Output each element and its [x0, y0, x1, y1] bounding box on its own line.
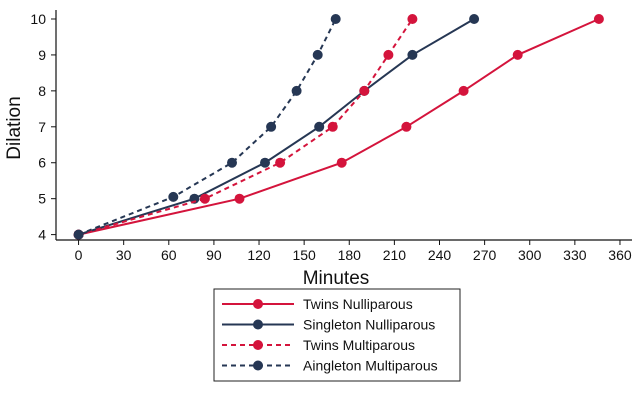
data-point	[469, 14, 480, 24]
legend-item: Twins Nulliparous	[222, 296, 413, 312]
x-tick-label: 150	[292, 247, 316, 263]
y-tick-label: 9	[38, 47, 46, 63]
series-3	[73, 14, 341, 240]
data-point	[189, 193, 200, 204]
legend-label: Singleton Nulliparous	[303, 317, 435, 333]
data-point	[314, 121, 325, 132]
axes: 0 30 60 90 120 150 180 210 240 270 300 330 360 4 5 6 7 8 9…	[30, 10, 632, 263]
x-tick-label: 120	[247, 247, 271, 263]
legend-label: Aingleton Multiparous	[303, 358, 438, 374]
legend-marker	[253, 319, 263, 330]
data-point	[168, 191, 179, 202]
y-tick-label: 4	[38, 227, 46, 243]
x-tick-label: 30	[116, 247, 132, 263]
data-point	[593, 14, 604, 24]
x-tick-label: 270	[473, 247, 497, 263]
data-point	[401, 121, 412, 132]
data-point	[266, 121, 277, 132]
data-point	[330, 14, 341, 24]
x-tick-label: 240	[428, 247, 452, 263]
data-point	[312, 49, 323, 60]
y-tick-label: 7	[38, 119, 46, 135]
data-point	[327, 121, 338, 132]
data-point	[336, 157, 347, 168]
x-tick-label: 210	[383, 247, 407, 263]
series-2	[73, 14, 418, 240]
y-tick-label: 5	[38, 191, 46, 207]
series-layer	[73, 14, 604, 240]
series-0	[73, 14, 604, 240]
legend-marker	[253, 299, 263, 309]
y-tick-label: 6	[38, 155, 46, 171]
y-axis-title: Dilation	[4, 96, 25, 159]
data-point	[359, 85, 370, 96]
data-point	[383, 49, 394, 60]
data-point	[275, 157, 286, 168]
x-tick-label: 300	[518, 247, 542, 263]
data-point	[199, 193, 210, 204]
series-1	[73, 14, 480, 240]
data-point	[407, 14, 418, 24]
legend-item: Singleton Nulliparous	[222, 317, 435, 333]
x-tick-label: 330	[563, 247, 587, 263]
x-axis-title: Minutes	[303, 268, 370, 289]
data-point	[260, 157, 270, 168]
legend-marker	[253, 360, 263, 371]
data-point	[73, 229, 84, 240]
data-point	[291, 85, 302, 96]
x-tick-label: 60	[161, 247, 177, 263]
x-tick-label: 0	[75, 247, 83, 263]
x-tick-label: 90	[206, 247, 222, 263]
legend-marker	[253, 340, 263, 350]
y-tick-label: 10	[30, 11, 46, 27]
legend-item: Twins Multiparous	[222, 337, 415, 353]
series-line	[78, 18, 414, 236]
data-point	[512, 49, 523, 60]
legend: Twins Nulliparous Singleton Nulliparous Tw…	[213, 288, 461, 382]
data-point	[234, 193, 245, 204]
y-tick-label: 8	[38, 83, 46, 99]
data-point	[407, 49, 418, 60]
x-tick-label: 360	[608, 247, 632, 263]
legend-label: Twins Multiparous	[303, 337, 415, 353]
data-point	[458, 85, 469, 96]
legend-item: Aingleton Multiparous	[222, 358, 438, 374]
data-point	[227, 157, 237, 168]
legend-label: Twins Nulliparous	[303, 296, 413, 312]
x-tick-label: 180	[338, 247, 362, 263]
